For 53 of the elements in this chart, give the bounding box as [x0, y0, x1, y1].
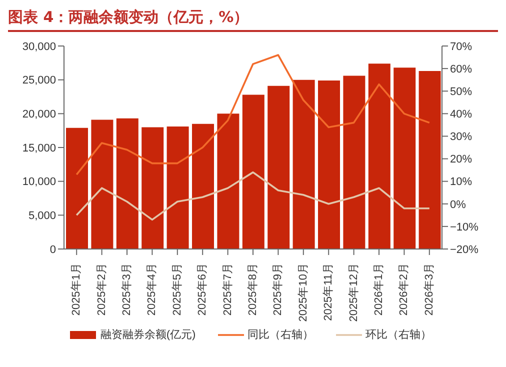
x-tick-label: 2025年5月	[171, 263, 184, 316]
x-tick-label: 2025年7月	[222, 263, 234, 316]
bar	[91, 120, 114, 249]
x-tick-label: 2025年8月	[247, 263, 259, 316]
bar	[142, 127, 164, 249]
y-tick-label: 30,000	[22, 40, 56, 53]
x-tick-label: 2025年3月	[121, 263, 133, 316]
x-tick-label: 2025年4月	[146, 263, 158, 316]
bar	[292, 80, 315, 249]
y-tick-label: 25,000	[22, 74, 56, 87]
y2-tick-label: 30%	[450, 131, 472, 144]
y-tick-label: 5,000	[28, 210, 56, 222]
x-tick-label: 2025年1月	[70, 263, 83, 316]
x-tick-label: 2026年1月	[373, 263, 385, 316]
legend-label: 融资融券余额(亿元)	[100, 328, 196, 342]
y-tick-label: 10,000	[22, 176, 56, 188]
bar	[368, 64, 390, 249]
y2-tick-label: 0%	[450, 198, 466, 211]
y2-tick-label: −10%	[450, 221, 479, 234]
x-tick-label: 2025年12月	[348, 263, 360, 322]
bar	[394, 68, 416, 249]
y2-tick-label: −20%	[450, 244, 479, 256]
line-series	[76, 54, 430, 176]
line-series	[76, 171, 430, 221]
legend-label: 环比（右轴）	[366, 328, 432, 342]
x-tick-label: 2025年11月	[322, 263, 335, 321]
y-tick-label: 0	[50, 244, 56, 256]
bar	[116, 118, 138, 249]
bar	[268, 86, 290, 249]
x-tick-label: 2025年6月	[196, 263, 209, 316]
x-tick-label: 2025年2月	[96, 263, 108, 316]
y-tick-label: 20,000	[22, 108, 56, 121]
y2-tick-label: 40%	[450, 108, 472, 121]
x-tick-label: 2026年3月	[423, 263, 436, 316]
bar	[66, 128, 88, 249]
y2-tick-label: 60%	[450, 63, 472, 76]
y2-tick-label: 70%	[450, 40, 472, 53]
bar	[192, 124, 214, 249]
chart-title: 图表 4：两融余额变动（亿元，%）	[8, 8, 498, 32]
x-tick-label: 2025年9月	[272, 263, 284, 316]
bar	[217, 114, 240, 249]
bar	[418, 71, 441, 249]
y-tick-label: 15,000	[22, 142, 56, 154]
y2-tick-label: 20%	[450, 154, 472, 166]
y2-tick-label: 50%	[450, 86, 472, 98]
legend-label: 同比（右轴）	[248, 328, 314, 342]
bar	[318, 80, 340, 249]
y2-tick-label: 10%	[450, 176, 472, 188]
bar	[343, 76, 366, 249]
bar	[166, 126, 189, 249]
bar	[242, 94, 264, 249]
x-tick-label: 2026年2月	[398, 263, 410, 316]
x-tick-label: 2025年10月	[297, 263, 310, 322]
